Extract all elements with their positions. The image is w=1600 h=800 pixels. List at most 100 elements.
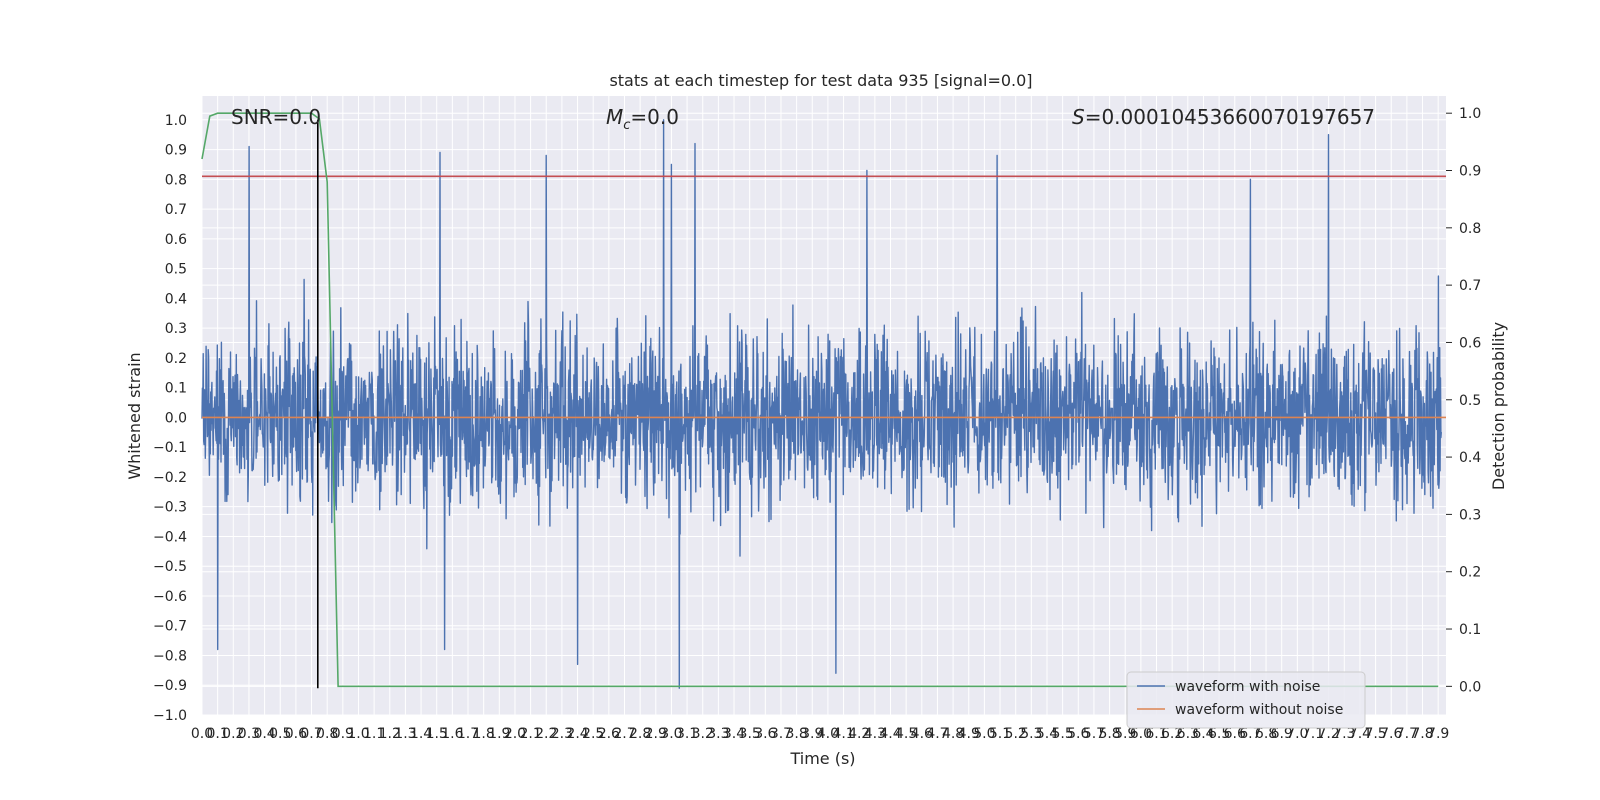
x-tick-label: 7.9	[1427, 726, 1449, 742]
y2-tick-label: 0.4	[1459, 450, 1481, 466]
y-tick-label: −0.2	[153, 470, 187, 486]
x-tick-label: 0.6	[285, 726, 307, 742]
y2-tick-label: 0.8	[1459, 221, 1481, 237]
x-tick-label: 4.0	[817, 726, 839, 742]
x-tick-label: 5.6	[1067, 726, 1089, 742]
y-tick-label: 0.2	[165, 351, 187, 367]
x-tick-label: 2.7	[613, 726, 635, 742]
x-tick-label: 0.7	[300, 726, 322, 742]
x-tick-label: 5.2	[1005, 726, 1027, 742]
mc-symbol: M	[606, 105, 623, 129]
x-tick-label: 1.4	[410, 726, 432, 742]
x-tick-label: 7.2	[1318, 726, 1340, 742]
x-tick-label: 4.8	[942, 726, 964, 742]
x-tick-label: 1.1	[363, 726, 385, 742]
x-tick-label: 3.8	[785, 726, 807, 742]
y-tick-label: 0.3	[165, 321, 187, 337]
x-tick-label: 2.8	[629, 726, 651, 742]
x-tick-label: 4.5	[895, 726, 917, 742]
x-tick-label: 5.7	[1083, 726, 1105, 742]
x-tick-label: 5.4	[1036, 726, 1058, 742]
x-tick-label: 6.2	[1161, 726, 1183, 742]
mc-annotation: Mc=0.0	[606, 105, 679, 133]
legend-label-noise: waveform with noise	[1175, 679, 1320, 695]
x-tick-label: 2.4	[566, 726, 588, 742]
x-tick-label: 2.6	[598, 726, 620, 742]
x-tick-label: 6.6	[1224, 726, 1246, 742]
x-tick-label: 6.1	[1145, 726, 1167, 742]
y-tick-label: 0.5	[165, 262, 187, 278]
y-axis-label: Whitened strain	[125, 352, 144, 479]
y2-tick-label: 1.0	[1459, 106, 1481, 122]
y2-tick-label: 0.6	[1459, 335, 1481, 351]
x-tick-label: 6.4	[1192, 726, 1214, 742]
y-tick-label: 1.0	[165, 113, 187, 129]
x-tick-label: 7.0	[1286, 726, 1308, 742]
x-tick-label: 2.1	[519, 726, 541, 742]
x-tick-label: 1.5	[426, 726, 448, 742]
x-tick-label: 2.3	[551, 726, 573, 742]
x-tick-label: 5.5	[1051, 726, 1073, 742]
y2-tick-label: 0.1	[1459, 622, 1481, 638]
y2-tick-label: 0.0	[1459, 679, 1481, 695]
snr-annotation: SNR=0.0	[231, 105, 321, 129]
x-tick-label: 5.9	[1114, 726, 1136, 742]
x-tick-label: 7.3	[1333, 726, 1355, 742]
x-tick-label: 6.9	[1271, 726, 1293, 742]
x-tick-label: 3.4	[723, 726, 745, 742]
series-layer	[201, 112, 1446, 689]
x-tick-label: 6.8	[1255, 726, 1277, 742]
y2-tick-label: 0.5	[1459, 393, 1481, 409]
x-tick-label: 1.8	[473, 726, 495, 742]
y-tick-label: −0.6	[153, 589, 187, 605]
x-tick-label: 1.0	[347, 726, 369, 742]
x-tick-label: 7.7	[1396, 726, 1418, 742]
x-tick-label: 6.0	[1130, 726, 1152, 742]
y2-tick-label: 0.3	[1459, 507, 1481, 523]
x-tick-label: 4.3	[864, 726, 886, 742]
x-tick-label: 4.4	[879, 726, 901, 742]
x-tick-label: 0.2	[222, 726, 244, 742]
x-tick-label: 7.6	[1380, 726, 1402, 742]
y-tick-label: −0.5	[153, 559, 187, 575]
x-tick-label: 5.8	[1098, 726, 1120, 742]
legend-label-clean: waveform without noise	[1175, 702, 1343, 718]
y2-tick-label: 0.2	[1459, 565, 1481, 581]
y2-axis-label: Detection probability	[1489, 322, 1508, 490]
x-tick-label: 5.3	[1020, 726, 1042, 742]
x-tick-label: 0.4	[253, 726, 275, 742]
mc-subscript: c	[623, 118, 630, 133]
x-tick-label: 0.5	[269, 726, 291, 742]
x-tick-label: 4.9	[958, 726, 980, 742]
x-tick-label: 3.5	[739, 726, 761, 742]
s-annotation: S=0.00010453660070197657	[1072, 105, 1375, 129]
y-tick-label: 0.1	[165, 381, 187, 397]
y-tick-label: 0.6	[165, 232, 187, 248]
x-tick-label: 4.7	[926, 726, 948, 742]
x-tick-label: 3.3	[707, 726, 729, 742]
x-tick-label: 1.6	[441, 726, 463, 742]
axes-layer: 0.00.10.20.30.40.50.60.70.80.91.01.11.21…	[153, 106, 1481, 742]
x-tick-label: 0.1	[207, 726, 229, 742]
x-tick-label: 2.5	[582, 726, 604, 742]
y-tick-label: −0.3	[153, 500, 187, 516]
x-tick-label: 5.0	[973, 726, 995, 742]
y-tick-label: 0.0	[165, 410, 187, 426]
x-tick-label: 4.6	[911, 726, 933, 742]
x-tick-label: 1.3	[394, 726, 416, 742]
x-tick-label: 5.1	[989, 726, 1011, 742]
x-tick-label: 2.0	[504, 726, 526, 742]
y-tick-label: −0.8	[153, 648, 187, 664]
mc-value: =0.0	[630, 105, 679, 129]
x-tick-label: 3.1	[676, 726, 698, 742]
y-tick-label: 0.9	[165, 143, 187, 159]
x-axis-label: Time (s)	[789, 749, 855, 768]
x-tick-label: 3.6	[754, 726, 776, 742]
x-tick-label: 3.7	[770, 726, 792, 742]
x-tick-label: 0.3	[238, 726, 260, 742]
x-tick-label: 3.0	[660, 726, 682, 742]
y-tick-label: −0.7	[153, 619, 187, 635]
x-tick-label: 2.2	[535, 726, 557, 742]
x-tick-label: 1.2	[379, 726, 401, 742]
